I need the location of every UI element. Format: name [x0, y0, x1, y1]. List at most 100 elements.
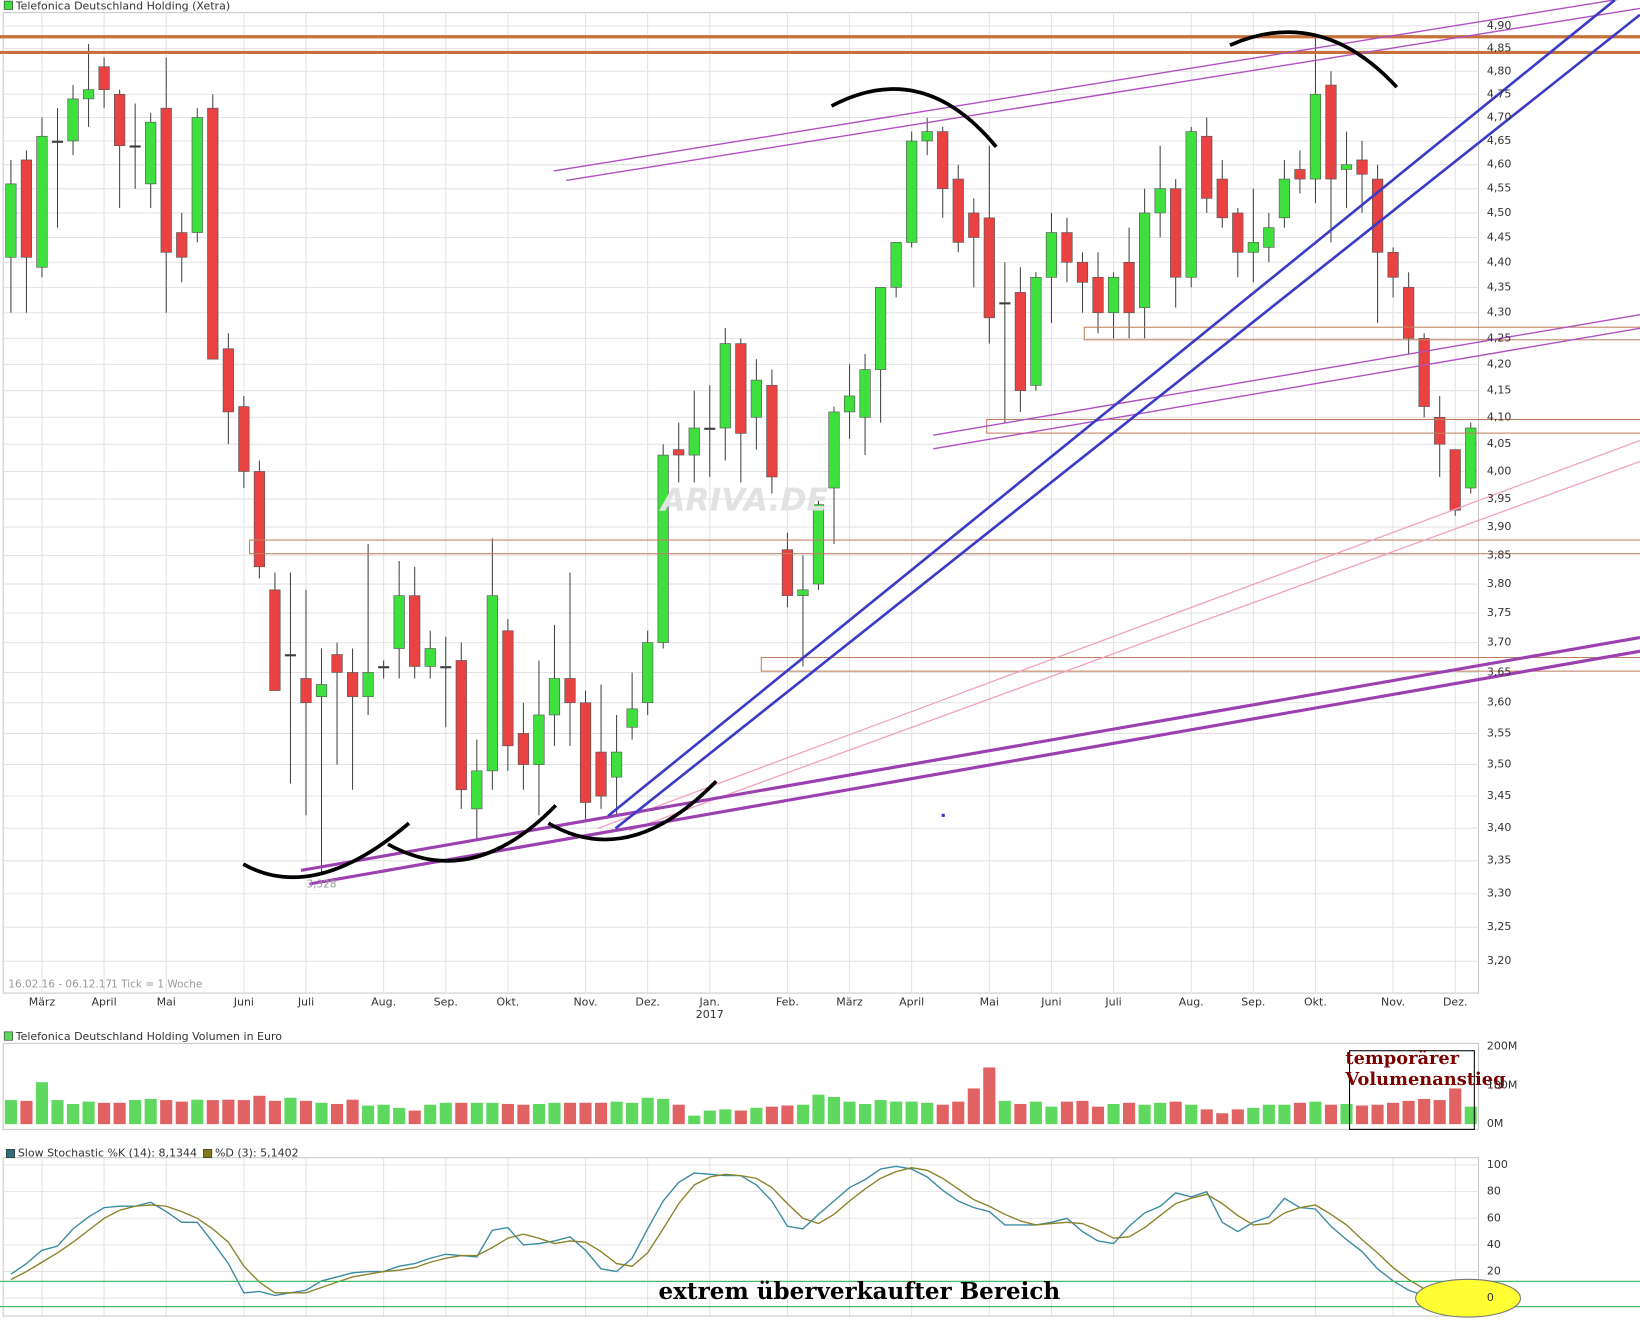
candle-body — [1371, 178, 1384, 253]
highlight-ellipse — [1415, 1278, 1521, 1318]
y-tick-label: 0 — [1487, 1291, 1494, 1304]
volume-bar — [470, 1102, 483, 1125]
volume-bar — [129, 1100, 142, 1125]
candle-body — [533, 714, 545, 765]
volume-bar — [610, 1101, 623, 1125]
candle-body — [999, 302, 1011, 305]
candle-body — [67, 98, 79, 142]
candle-body — [921, 131, 933, 142]
candle-body — [409, 595, 421, 667]
candle-body — [766, 385, 778, 478]
volume-bar — [657, 1098, 670, 1125]
volume-bar — [998, 1100, 1011, 1125]
volume-panel — [2, 1042, 1480, 1130]
volume-bar — [144, 1098, 157, 1125]
candle-body — [455, 660, 467, 791]
volume-bar — [843, 1101, 856, 1125]
volume-bar — [393, 1107, 406, 1125]
volume-bar — [408, 1110, 421, 1125]
support-zone — [1083, 326, 1640, 341]
volume-bar — [160, 1100, 173, 1125]
volume-bar — [98, 1102, 111, 1125]
x-tick-label: März — [836, 996, 863, 1009]
trend-line — [628, 460, 1640, 832]
candle-body — [704, 427, 716, 430]
volume-bar — [362, 1105, 375, 1125]
volume-bar — [734, 1110, 747, 1125]
volume-bar — [641, 1097, 654, 1125]
volume-bar — [672, 1104, 685, 1125]
y-tick-label: 4,10 — [1487, 410, 1512, 423]
volume-bar — [812, 1094, 825, 1125]
candle-body — [1449, 449, 1461, 511]
y-tick-label: 3,20 — [1487, 954, 1512, 967]
candle-body — [735, 343, 747, 434]
candle-body — [207, 107, 219, 360]
y-tick-label: 3,40 — [1487, 821, 1512, 834]
volume-bar — [1200, 1109, 1213, 1125]
legend-label: %D (3): 5,1402 — [215, 1146, 299, 1159]
marks — [4, 35, 1477, 1297]
candle-body — [300, 678, 312, 704]
trend-line — [614, 13, 1640, 830]
y-tick-label: 3,90 — [1487, 520, 1512, 533]
x-tick-label: März — [29, 996, 56, 1009]
candle-body — [1356, 159, 1368, 175]
pattern-arc — [387, 804, 558, 863]
candle-body — [1232, 212, 1244, 253]
volume-bar — [1309, 1101, 1322, 1125]
volume-bar — [486, 1102, 499, 1125]
x-tick-label: Dez. — [1443, 996, 1468, 1009]
volume-bar — [346, 1099, 359, 1125]
x-tick-label: Sep. — [434, 996, 458, 1009]
volume-bar — [330, 1103, 344, 1125]
x-tick-label: Feb. — [776, 996, 799, 1009]
candle-body — [642, 642, 654, 704]
x-tick-label: Mai — [980, 996, 999, 1009]
x-tick-label: Sep. — [1241, 996, 1265, 1009]
y-tick-label: 80 — [1487, 1185, 1501, 1198]
candle-body — [1045, 232, 1058, 278]
candle-body — [937, 131, 949, 190]
legend-swatch — [5, 1148, 15, 1159]
candle-body — [673, 449, 685, 456]
candle-body — [906, 140, 918, 243]
volume-bar — [859, 1103, 872, 1125]
y-tick-label: 4,85 — [1487, 42, 1512, 55]
y-tick-label: 3,35 — [1487, 854, 1512, 867]
candle-body — [626, 708, 638, 728]
volume-bar — [1324, 1104, 1338, 1125]
volume-bar — [315, 1102, 328, 1125]
stochastic-panel — [2, 1157, 1480, 1317]
volume-bar — [1433, 1100, 1446, 1125]
legend-swatch — [3, 1031, 13, 1041]
candle-body — [1170, 188, 1182, 278]
volume-bar — [66, 1103, 80, 1125]
candle-body — [486, 595, 498, 772]
date-range: 16.02.16 - 06.12.17 — [8, 979, 112, 991]
volume-title: Telefonica Deutschland Holding Volumen i… — [15, 1030, 283, 1043]
y-tick-label: 4,75 — [1487, 87, 1512, 100]
candle-body — [890, 242, 902, 288]
y-tick-label: 3,50 — [1487, 758, 1512, 771]
volume-bar — [1216, 1113, 1229, 1125]
y-tick-label: 40 — [1487, 1238, 1501, 1251]
y-tick-label: 4,80 — [1487, 64, 1512, 77]
legend-label: Slow Stochastic %K (14): 8,1344 — [18, 1146, 197, 1159]
y-tick-label: 3,55 — [1487, 726, 1512, 739]
y-tick-label: 3,85 — [1487, 548, 1512, 561]
candle-body — [1107, 276, 1120, 314]
candle-body — [1325, 84, 1337, 180]
candle-body — [1340, 164, 1353, 170]
volume-bar — [1340, 1103, 1353, 1125]
candle-body — [1061, 232, 1073, 263]
candle-body — [1403, 287, 1415, 339]
volume-bar — [905, 1101, 918, 1125]
x-tick-label: Jan. — [699, 996, 720, 1009]
labels: 3,20 3,25 3,30 3,35 3,40 3,45 3,50 3,55 3,60 3,65… — [29, 19, 1518, 1304]
volume-bar — [874, 1100, 887, 1125]
y-tick-label: 100 — [1487, 1158, 1508, 1171]
volume-bar — [796, 1104, 810, 1125]
volume-bar — [455, 1102, 468, 1125]
